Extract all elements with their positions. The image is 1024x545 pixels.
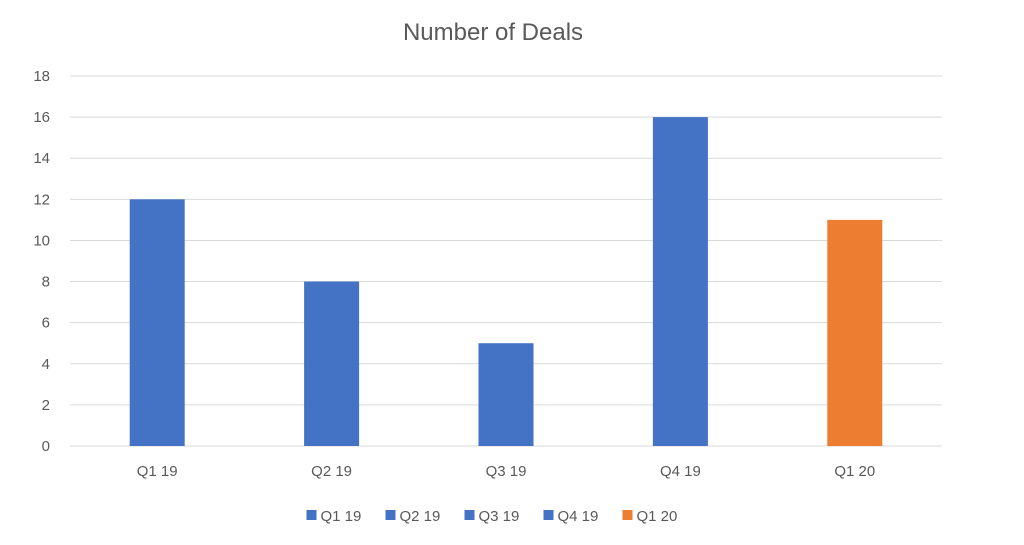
bar xyxy=(304,281,360,446)
gridlines xyxy=(70,75,942,447)
legend-swatch xyxy=(306,510,317,520)
legend-swatch xyxy=(622,510,633,520)
legend-label: Q3 19 xyxy=(479,508,520,525)
legend-label: Q1 19 xyxy=(321,508,362,525)
bar xyxy=(478,343,534,446)
y-tick-label: 0 xyxy=(42,438,50,455)
legend-label: Q4 19 xyxy=(558,508,599,525)
bar xyxy=(129,199,185,446)
legend-swatch xyxy=(385,510,396,520)
x-tick-label: Q1 19 xyxy=(137,463,178,480)
legend: Q1 19 Q2 19 Q3 19 Q4 19 Q1 20 xyxy=(306,508,678,525)
x-tick-label: Q3 19 xyxy=(486,463,527,480)
y-tick-label: 14 xyxy=(33,150,50,167)
chart-title: Number of Deals xyxy=(403,19,583,46)
x-tick-label: Q1 20 xyxy=(834,463,875,480)
x-tick-label: Q2 19 xyxy=(311,463,352,480)
x-axis-category-labels: Q1 19 Q2 19 Q3 19 Q4 19 Q1 20 xyxy=(137,463,875,480)
legend-swatch xyxy=(543,510,554,520)
bars xyxy=(129,117,883,446)
bar xyxy=(827,219,883,446)
legend-swatch xyxy=(464,510,475,520)
y-tick-label: 12 xyxy=(33,191,50,208)
y-axis-tick-labels: 0 2 4 6 8 10 12 14 16 18 xyxy=(33,68,50,455)
y-tick-label: 2 xyxy=(42,397,50,414)
y-tick-label: 6 xyxy=(42,315,50,332)
x-tick-label: Q4 19 xyxy=(660,463,701,480)
y-tick-label: 16 xyxy=(33,109,50,126)
bar xyxy=(652,117,708,446)
y-tick-label: 18 xyxy=(33,68,50,85)
legend-label: Q2 19 xyxy=(400,508,441,525)
y-tick-label: 8 xyxy=(42,274,50,291)
legend-label: Q1 20 xyxy=(637,508,678,525)
y-tick-label: 10 xyxy=(33,232,50,249)
y-tick-label: 4 xyxy=(42,356,50,373)
